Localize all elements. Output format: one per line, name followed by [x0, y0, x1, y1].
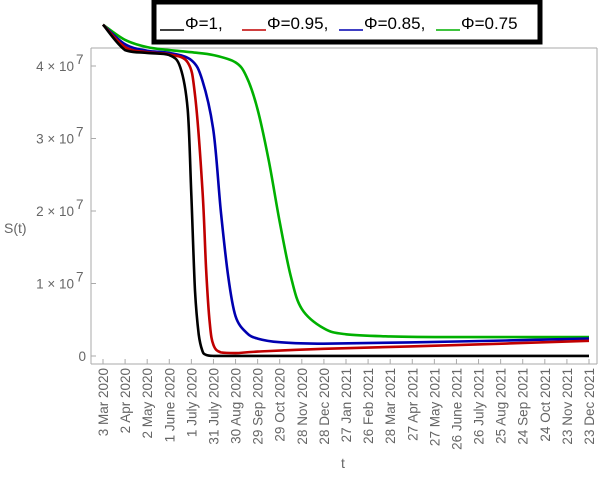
y-tick-label: 0	[78, 349, 86, 364]
x-tick-label: 3 Mar 2020	[96, 368, 111, 436]
x-tick-label: 28 Nov 2020	[295, 368, 310, 445]
x-tick-label: 1 July 2020	[184, 368, 199, 437]
legend-label: Φ=0.85,	[364, 14, 425, 33]
x-tick-label: 2 May 2020	[140, 368, 155, 439]
y-tick-exponent: 7	[76, 197, 84, 212]
y-tick-mantissa: 3 × 10	[36, 132, 74, 147]
y-tick-label: 1 × 10	[36, 277, 74, 292]
legend: Φ=1, Φ=0.95, Φ=0.85, Φ=0.75	[151, 0, 543, 45]
legend-label: Φ=1,	[185, 14, 223, 33]
y-axis-label: S(t)	[4, 220, 27, 236]
x-tick-label: 24 Sep 2021	[516, 368, 531, 445]
series-line-1	[102, 23, 590, 355]
x-tick-label: 26 July 2021	[472, 368, 487, 445]
series-line-2	[102, 23, 590, 345]
legend-label: Φ=0.75	[461, 14, 518, 33]
x-tick-label: 26 Feb 2021	[361, 368, 376, 444]
x-tick-label: 24 Oct 2021	[538, 368, 553, 442]
x-tick-label: 25 Aug 2021	[494, 368, 509, 444]
x-axis-label: t	[341, 455, 345, 471]
y-tick-exponent: 7	[76, 125, 84, 140]
x-tick-label: 29 Oct 2020	[273, 368, 288, 442]
legend-box	[151, 0, 543, 45]
x-tick-label: 28 Mar 2021	[383, 368, 398, 444]
y-tick-mantissa: 2 × 10	[36, 204, 74, 219]
series-line-0	[102, 23, 589, 358]
y-tick-mantissa: 1 × 10	[36, 277, 74, 292]
x-tick-label: 2 Apr 2020	[118, 368, 133, 433]
x-axis: 3 Mar 2020 2 Apr 2020 2 May 2020 1 June 202…	[96, 359, 597, 450]
series-layer	[102, 23, 590, 358]
y-tick-label: 3 × 10	[36, 132, 74, 147]
plot-frame	[90, 47, 598, 365]
x-tick-label: 23 Dec 2021	[582, 368, 597, 445]
x-tick-label: 27 Apr 2021	[405, 368, 420, 441]
y-tick-mantissa: 0	[78, 349, 86, 364]
y-axis: 01 × 10 72 × 10 73 × 10 74 × 10 7	[36, 52, 96, 364]
y-tick-label: 4 × 10	[36, 59, 74, 74]
x-tick-label: 27 Jan 2021	[339, 368, 354, 442]
x-tick-label: 23 Nov 2021	[560, 368, 575, 445]
y-tick-exponent: 7	[76, 52, 84, 67]
x-tick-label: 29 Sep 2020	[251, 368, 266, 445]
y-tick-exponent: 7	[76, 270, 84, 285]
series-line-3	[102, 23, 589, 339]
legend-label: Φ=0.95,	[267, 14, 328, 33]
x-tick-label: 26 June 2021	[449, 368, 464, 450]
y-tick-label: 2 × 10	[36, 204, 74, 219]
x-tick-label: 28 Dec 2020	[317, 368, 332, 445]
y-tick-mantissa: 4 × 10	[36, 59, 74, 74]
x-tick-label: 31 July 2020	[206, 368, 221, 445]
x-tick-label: 30 Aug 2020	[229, 368, 244, 444]
x-tick-label: 27 May 2021	[427, 368, 442, 446]
x-tick-label: 1 June 2020	[162, 368, 177, 442]
